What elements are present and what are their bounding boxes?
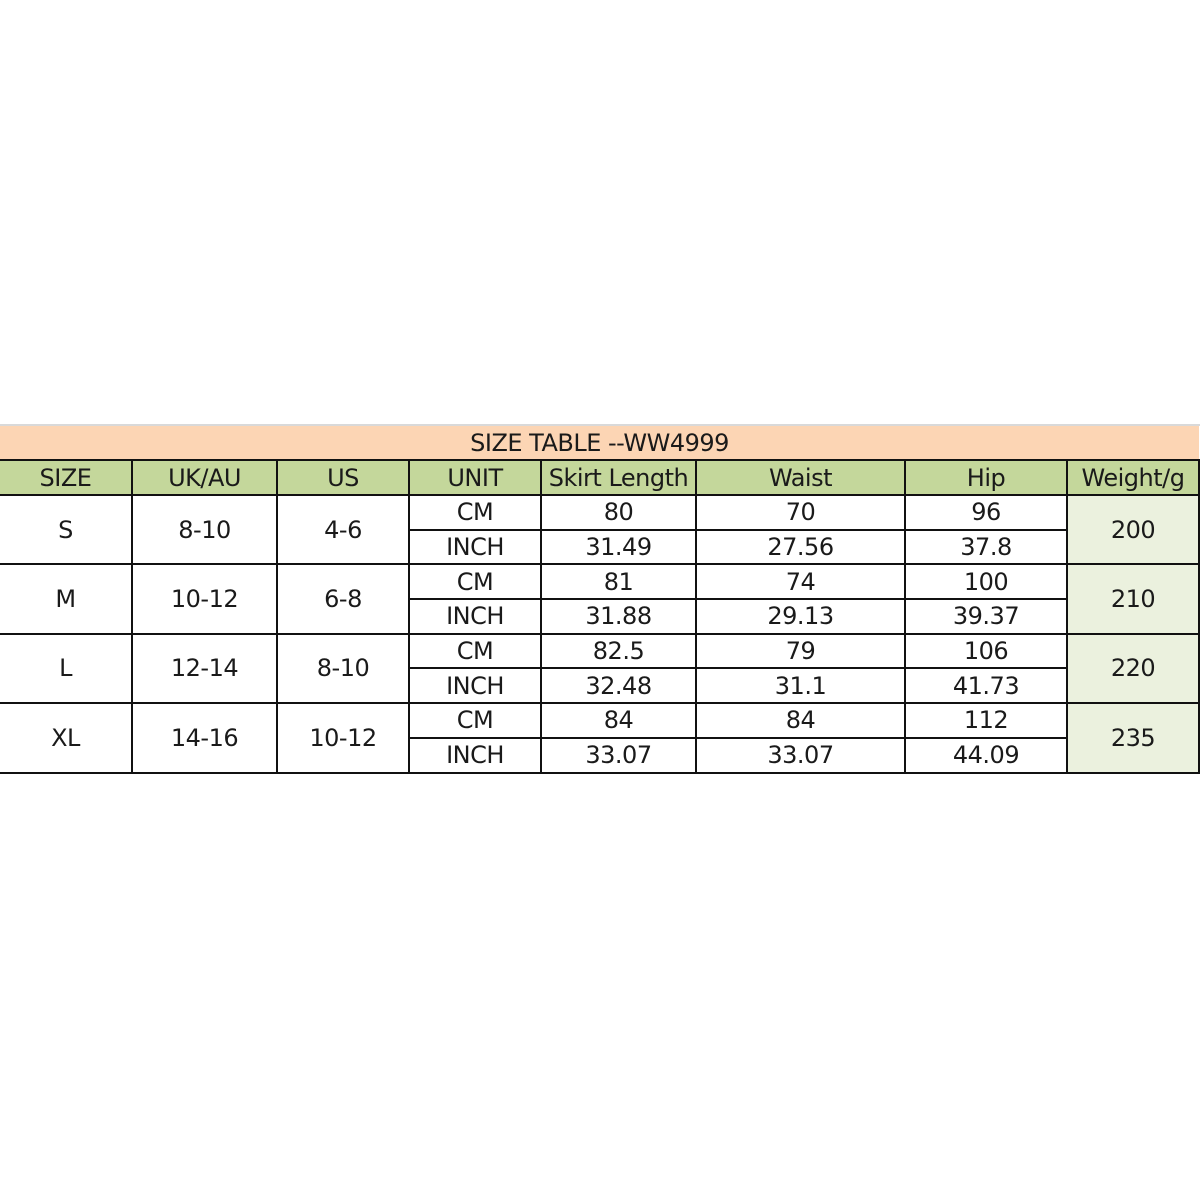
size-cell: XL: [0, 702, 133, 774]
skirt-length-cell: 81: [540, 563, 697, 601]
skirt-length-cell: 32.48: [540, 667, 697, 705]
unit-cell: INCH: [409, 598, 542, 635]
unit-cell: CM: [408, 563, 542, 601]
waist-cell: 84: [695, 702, 906, 739]
size-cell: L: [0, 632, 133, 705]
waist-cell: 33.07: [695, 736, 906, 774]
skirt-length-cell: 33.07: [540, 736, 697, 774]
unit-cell: CM: [408, 494, 542, 531]
waist-cell: 31.1: [695, 667, 906, 705]
table-row: L 12-14 8-10 CM 82.5 79 106 220: [0, 632, 1200, 705]
top-divider: [0, 424, 1200, 426]
table-row: INCH 33.07 33.07 44.09: [0, 736, 1199, 774]
header-hip: Hip: [904, 459, 1068, 496]
table-row: S 8-10 4-6 CM 80 70 96 200: [0, 493, 1200, 566]
skirt-length-cell: 31.49: [540, 528, 697, 566]
waist-cell: 79: [695, 632, 906, 670]
header-unit: UNIT: [408, 459, 542, 496]
table-row: INCH 32.48 31.1 41.73: [0, 667, 1199, 705]
header-waist: Waist: [695, 459, 906, 496]
waist-cell: 70: [695, 494, 906, 531]
skirt-length-cell: 80: [540, 494, 697, 531]
table-row: XL 14-16 10-12 CM 84 84 112 235: [0, 702, 1200, 774]
skirt-length-cell: 84: [540, 702, 697, 739]
waist-cell: 27.56: [695, 528, 906, 566]
hip-cell: 37.8: [904, 528, 1068, 566]
hip-cell: 44.09: [904, 736, 1068, 774]
us-cell: 10-12: [276, 702, 410, 774]
size-cell: S: [0, 493, 133, 566]
table-row: INCH 31.88 29.13 39.37: [0, 598, 1199, 635]
weight-cell: 200: [1065, 493, 1200, 566]
header-size: SIZE: [0, 459, 133, 496]
uk-au-cell: 12-14: [131, 632, 278, 705]
weight-cell: 220: [1065, 632, 1200, 705]
size-cell: M: [0, 563, 133, 635]
us-cell: 4-6: [276, 493, 410, 566]
us-cell: 8-10: [276, 632, 410, 705]
hip-cell: 100: [904, 563, 1068, 601]
header-weight: Weight/g: [1065, 459, 1200, 496]
table-row: INCH 31.49 27.56 37.8: [0, 528, 1199, 566]
unit-cell: CM: [408, 702, 542, 739]
skirt-length-cell: 82.5: [540, 632, 697, 670]
unit-cell: INCH: [409, 667, 542, 705]
weight-cell: 210: [1065, 563, 1200, 635]
hip-cell: 39.37: [904, 598, 1068, 635]
hip-cell: 112: [904, 702, 1068, 739]
waist-cell: 29.13: [695, 598, 906, 635]
hip-cell: 41.73: [904, 667, 1068, 705]
weight-cell: 235: [1065, 702, 1200, 774]
header-skirt-length: Skirt Length: [540, 459, 697, 496]
hip-cell: 96: [904, 494, 1068, 531]
uk-au-cell: 8-10: [131, 493, 278, 566]
header-us: US: [276, 459, 410, 496]
unit-cell: INCH: [409, 528, 542, 566]
uk-au-cell: 14-16: [131, 702, 278, 774]
unit-cell: CM: [408, 632, 542, 670]
header-uk-au: UK/AU: [131, 459, 278, 496]
table-row: M 10-12 6-8 CM 81 74 100 210: [0, 563, 1200, 635]
table-title: SIZE TABLE --WW4999: [0, 426, 1200, 461]
us-cell: 6-8: [276, 563, 410, 635]
size-table: SIZE TABLE --WW4999 SIZE UK/AU US UNIT Skirt…: [0, 426, 1200, 774]
hip-cell: 106: [904, 632, 1068, 670]
waist-cell: 74: [695, 563, 906, 601]
uk-au-cell: 10-12: [131, 563, 278, 635]
skirt-length-cell: 31.88: [540, 598, 697, 635]
unit-cell: INCH: [409, 736, 542, 774]
